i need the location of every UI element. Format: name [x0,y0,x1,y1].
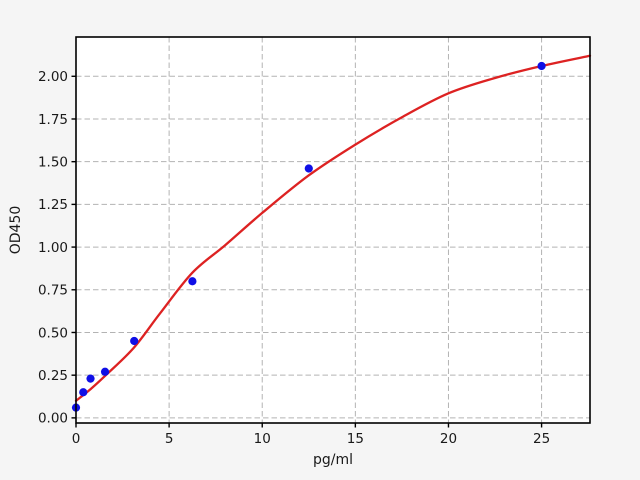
x-tick-label: 0 [72,431,81,447]
y-tick-label: 0.50 [38,325,68,341]
y-tick-label: 0.25 [38,368,68,384]
y-tick-label: 0.00 [38,411,68,427]
y-tick-label: 1.75 [38,112,68,128]
x-tick-label: 25 [533,431,550,447]
plot-area [76,37,590,423]
y-tick-label: 0.75 [38,283,68,299]
data-point [86,374,95,383]
x-axis-label: pg/ml [313,452,353,468]
data-point [100,367,110,376]
y-tick-label: 1.50 [38,154,68,170]
data-point [537,61,546,71]
x-tick-label: 10 [254,431,271,447]
y-axis-label: OD450 [8,206,24,255]
axes-spines [75,36,591,424]
fit-curve [74,54,592,402]
y-tick-label: 1.25 [38,197,68,213]
data-point [130,336,139,346]
x-tick-label: 15 [347,431,364,447]
y-tick-label: 1.00 [38,240,68,256]
data-point [304,164,313,173]
x-tick-label: 5 [165,431,174,447]
y-tick-label: 2.00 [38,69,68,85]
data-point [188,277,197,286]
x-tick-label: 20 [440,431,457,447]
data-point [79,388,88,397]
